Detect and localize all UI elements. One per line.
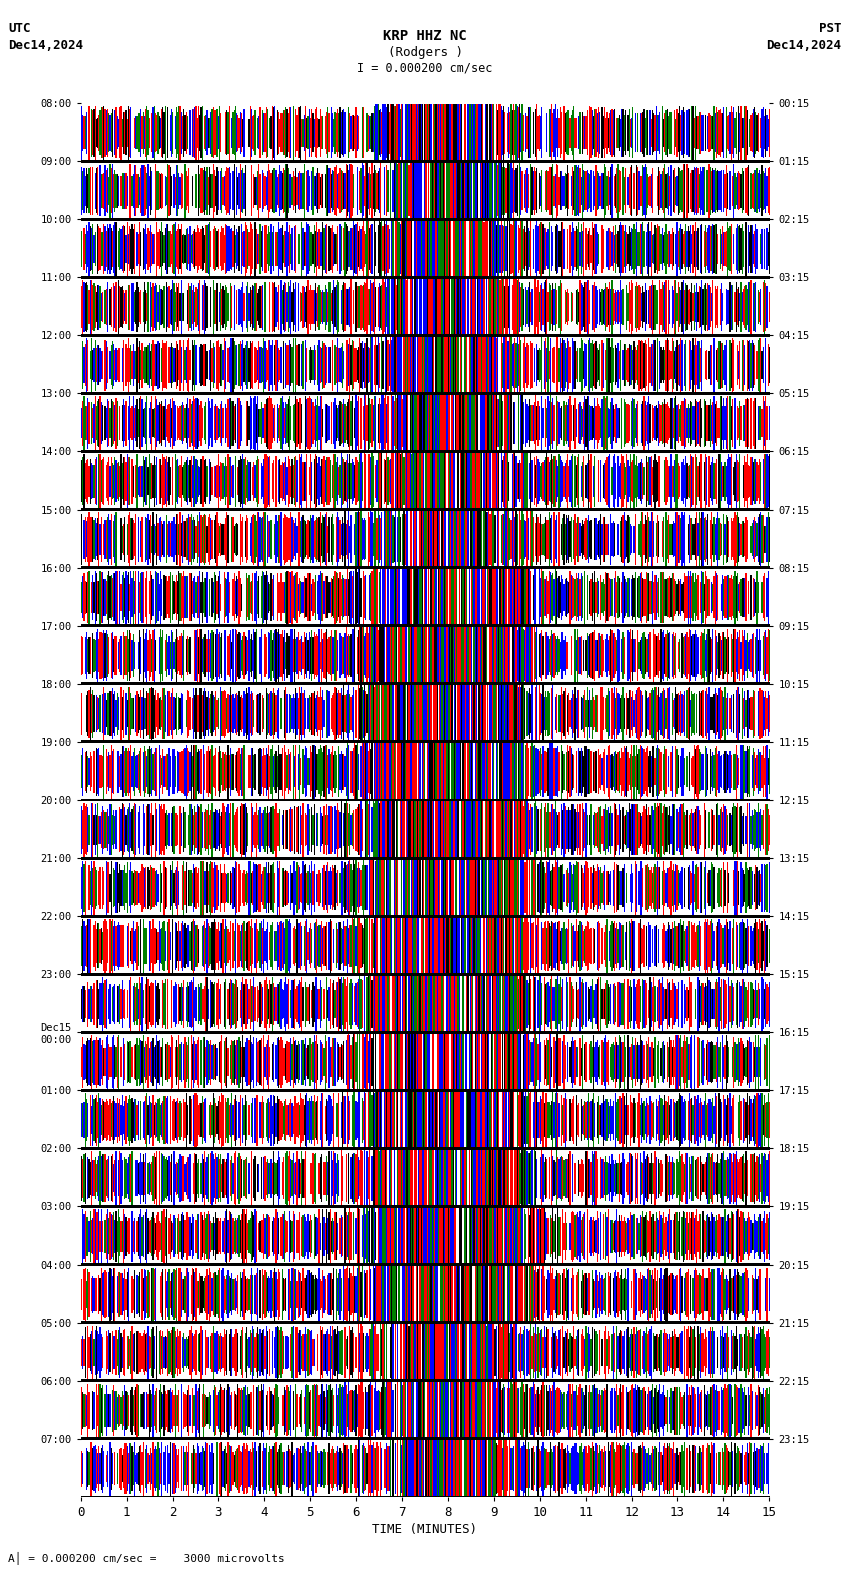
Text: PST: PST xyxy=(819,22,842,35)
Text: Dec14,2024: Dec14,2024 xyxy=(8,40,83,52)
Text: UTC: UTC xyxy=(8,22,31,35)
X-axis label: TIME (MINUTES): TIME (MINUTES) xyxy=(372,1524,478,1536)
Text: Dec14,2024: Dec14,2024 xyxy=(767,40,842,52)
Text: A│ = 0.000200 cm/sec =    3000 microvolts: A│ = 0.000200 cm/sec = 3000 microvolts xyxy=(8,1552,286,1565)
Text: KRP HHZ NC: KRP HHZ NC xyxy=(383,29,467,43)
Text: I = 0.000200 cm/sec: I = 0.000200 cm/sec xyxy=(357,62,493,74)
Text: (Rodgers ): (Rodgers ) xyxy=(388,46,462,59)
